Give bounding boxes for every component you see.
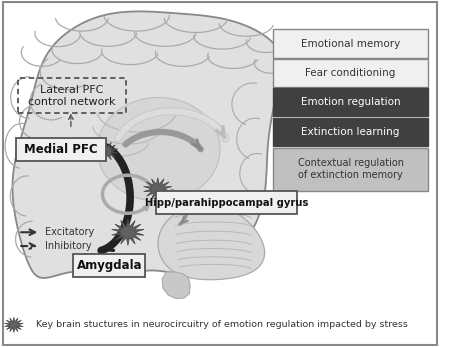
Text: Contextual regulation
of extinction memory: Contextual regulation of extinction memo…: [298, 158, 403, 180]
FancyBboxPatch shape: [273, 88, 428, 117]
Text: Hipp/parahippocampal gyrus: Hipp/parahippocampal gyrus: [145, 197, 308, 208]
Text: Extinction learning: Extinction learning: [301, 127, 400, 137]
FancyBboxPatch shape: [73, 254, 146, 277]
Text: Lateral PFC
control network: Lateral PFC control network: [28, 85, 116, 107]
Text: Excitatory: Excitatory: [45, 227, 94, 237]
Polygon shape: [158, 204, 264, 280]
FancyBboxPatch shape: [273, 147, 428, 191]
Text: Inhibitory: Inhibitory: [45, 241, 91, 251]
Polygon shape: [12, 11, 282, 278]
FancyBboxPatch shape: [156, 191, 297, 214]
FancyBboxPatch shape: [273, 29, 428, 58]
Text: Amygdala: Amygdala: [76, 259, 142, 272]
Ellipse shape: [97, 98, 220, 201]
Polygon shape: [162, 272, 190, 299]
Text: Emotional memory: Emotional memory: [301, 39, 400, 49]
Text: Emotion regulation: Emotion regulation: [301, 97, 401, 107]
Text: Key brain stuctures in neurocircuitry of emotion regulation impacted by stress: Key brain stuctures in neurocircuitry of…: [36, 320, 408, 329]
Polygon shape: [94, 141, 118, 161]
FancyBboxPatch shape: [16, 138, 106, 161]
FancyBboxPatch shape: [273, 118, 428, 146]
Text: Medial PFC: Medial PFC: [24, 143, 98, 156]
Polygon shape: [144, 178, 172, 201]
Polygon shape: [4, 317, 23, 332]
Polygon shape: [112, 219, 144, 245]
Text: Fear conditioning: Fear conditioning: [305, 68, 396, 78]
FancyBboxPatch shape: [273, 59, 428, 87]
